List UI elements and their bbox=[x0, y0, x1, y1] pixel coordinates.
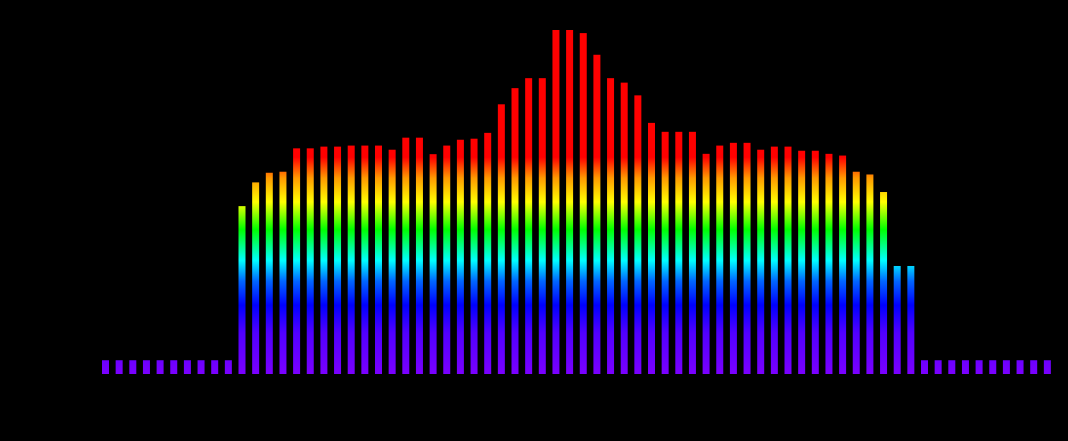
bar bbox=[525, 78, 533, 374]
bar bbox=[593, 54, 601, 375]
bar bbox=[538, 78, 546, 374]
bar bbox=[729, 142, 737, 374]
bar bbox=[429, 154, 437, 374]
bar bbox=[334, 146, 342, 374]
bar bbox=[279, 171, 287, 374]
bar bbox=[866, 174, 874, 374]
bar bbox=[811, 150, 819, 374]
bar bbox=[688, 131, 696, 374]
bar bbox=[142, 360, 150, 374]
bar bbox=[770, 146, 778, 374]
bar bbox=[156, 360, 164, 374]
bar bbox=[948, 360, 956, 374]
bar bbox=[1016, 360, 1024, 374]
bar bbox=[347, 145, 355, 374]
bar bbox=[361, 145, 369, 374]
bar bbox=[620, 82, 628, 374]
bar bbox=[306, 148, 314, 374]
bar bbox=[170, 360, 178, 374]
bar bbox=[402, 137, 410, 374]
bar bbox=[661, 131, 669, 374]
bar bbox=[579, 33, 587, 374]
bar bbox=[607, 78, 615, 374]
bar bbox=[1030, 360, 1038, 374]
bar bbox=[798, 150, 806, 374]
bar bbox=[921, 360, 928, 374]
bar bbox=[702, 153, 710, 374]
bar bbox=[880, 192, 888, 374]
bar bbox=[1043, 360, 1051, 374]
bar bbox=[852, 171, 860, 374]
bar bbox=[566, 30, 574, 374]
bar bbox=[183, 360, 191, 374]
bar bbox=[115, 360, 123, 374]
bar bbox=[293, 148, 301, 374]
bar bbox=[1002, 360, 1010, 374]
bar bbox=[825, 153, 833, 374]
bar bbox=[961, 360, 969, 374]
bar bbox=[497, 104, 505, 375]
bar bbox=[224, 360, 232, 374]
bar bbox=[470, 138, 478, 374]
bar bbox=[129, 360, 137, 374]
bar bbox=[743, 142, 751, 374]
bar bbox=[989, 360, 997, 374]
bar bbox=[443, 145, 451, 374]
bar bbox=[320, 146, 328, 374]
bar bbox=[648, 122, 655, 374]
bar bbox=[102, 360, 109, 374]
bar bbox=[893, 265, 901, 374]
bar bbox=[388, 149, 396, 374]
bar bbox=[415, 137, 423, 374]
bar bbox=[265, 172, 273, 374]
bar bbox=[552, 30, 560, 374]
bar bbox=[197, 360, 205, 374]
bars-group bbox=[102, 30, 1051, 375]
bar bbox=[238, 206, 246, 374]
bar bbox=[634, 95, 642, 375]
bar bbox=[784, 146, 792, 374]
bar bbox=[757, 149, 765, 374]
bar bbox=[934, 360, 942, 374]
bar bbox=[716, 145, 724, 374]
bar bbox=[375, 145, 382, 374]
bar bbox=[975, 360, 983, 374]
bar bbox=[211, 360, 219, 374]
bar bbox=[484, 132, 492, 374]
bar bbox=[252, 182, 260, 374]
bar bbox=[511, 88, 519, 374]
bar bbox=[675, 131, 683, 374]
bar bbox=[907, 265, 915, 374]
bar bbox=[839, 155, 847, 374]
bar bbox=[456, 139, 464, 374]
